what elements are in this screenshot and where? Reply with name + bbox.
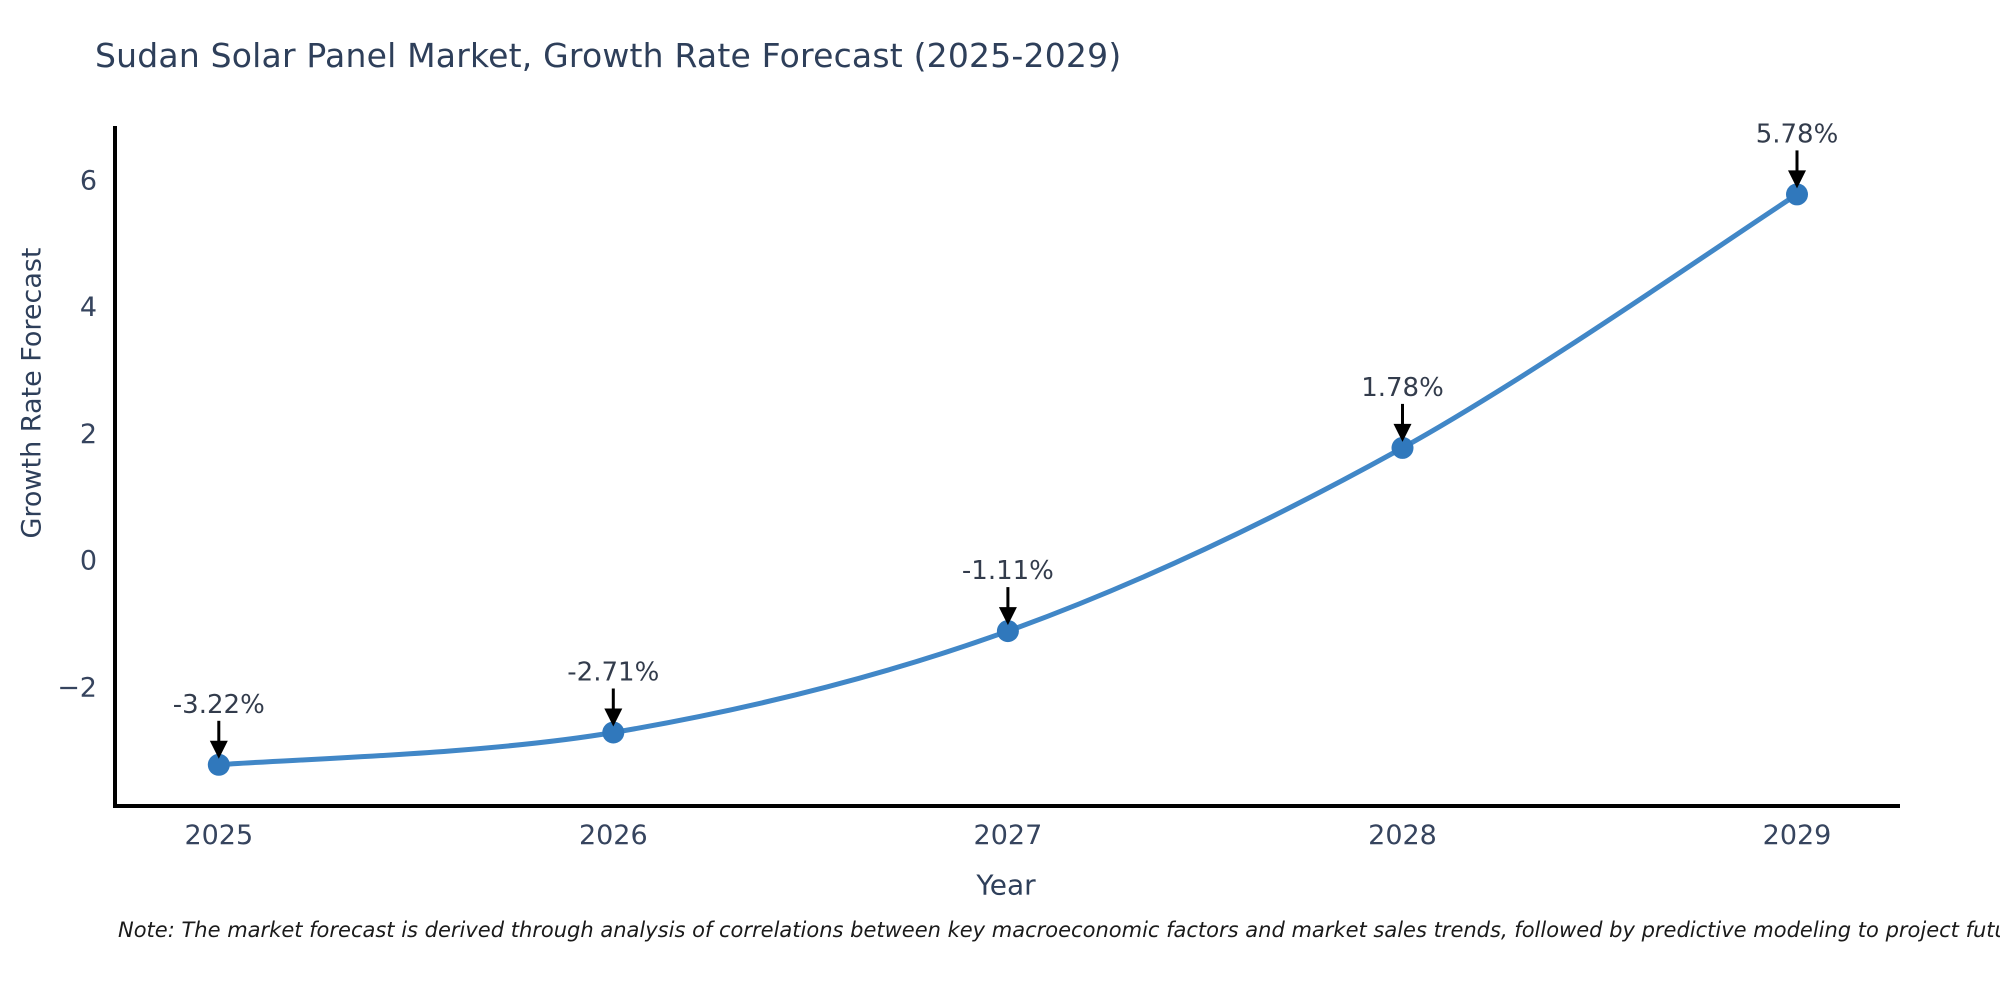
x-axis-label: Year [976, 868, 1036, 902]
annotation-arrowhead [209, 740, 228, 759]
data-point [996, 620, 1019, 643]
y-tick-label: 2 [80, 419, 97, 450]
annotation-arrowhead [1393, 423, 1412, 442]
x-tick-label: 2025 [184, 820, 253, 851]
x-tick-label: 2028 [1368, 820, 1437, 851]
series-line [216, 191, 1800, 768]
footnote: Note: The market forecast is derived thr… [118, 918, 2000, 942]
data-point [207, 753, 230, 776]
x-tick-label: 2029 [1763, 820, 1832, 851]
data-point-label: -1.11% [962, 556, 1054, 586]
y-tick-label: 6 [80, 166, 97, 197]
data-point-label: -3.22% [173, 690, 265, 720]
chart-title: Sudan Solar Panel Market, Growth Rate Fo… [95, 36, 1122, 75]
data-point-label: 1.78% [1361, 373, 1444, 403]
y-tick-label: 4 [80, 292, 97, 323]
annotation-arrowhead [998, 607, 1017, 626]
data-point-label: 5.78% [1756, 119, 1839, 149]
y-tick-label: 0 [80, 546, 97, 577]
data-point-label: -2.71% [567, 658, 659, 688]
annotation-arrowhead [604, 708, 623, 727]
annotation-arrowhead [1788, 170, 1806, 189]
data-point [1391, 436, 1414, 459]
y-tick-label: −2 [57, 673, 97, 704]
data-point [1786, 183, 1808, 206]
x-tick-label: 2026 [579, 820, 648, 851]
data-point [602, 721, 625, 744]
x-tick-label: 2027 [974, 820, 1043, 851]
